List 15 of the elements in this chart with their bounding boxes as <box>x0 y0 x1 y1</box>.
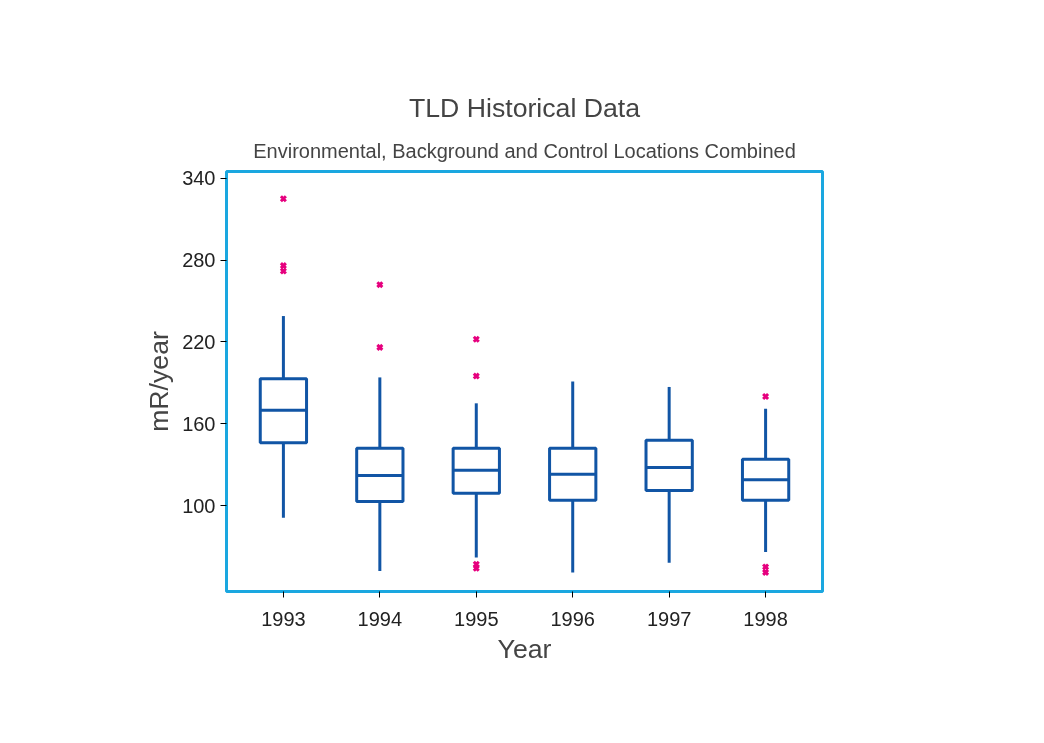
y-tick-label: 280 <box>182 249 216 272</box>
x-tick-label: 1998 <box>743 607 788 630</box>
x-tick-label: 1993 <box>261 607 306 630</box>
y-axis-title: mR/year <box>144 331 175 432</box>
x-tick-label: 1997 <box>646 607 692 630</box>
chart-subtitle: Environmental, Background and Control Locations Combined <box>253 139 796 162</box>
x-tick-label: 1994 <box>357 607 403 630</box>
y-tick-label: 160 <box>182 412 216 435</box>
y-tick-label: 340 <box>182 167 216 190</box>
x-tick-label: 1995 <box>454 607 499 630</box>
x-axis-title: Year <box>497 633 552 664</box>
y-tick-label: 100 <box>182 494 216 517</box>
y-tick-label: 220 <box>182 330 216 353</box>
chart-title: TLD Historical Data <box>408 92 641 123</box>
x-tick-label: 1996 <box>550 607 595 630</box>
